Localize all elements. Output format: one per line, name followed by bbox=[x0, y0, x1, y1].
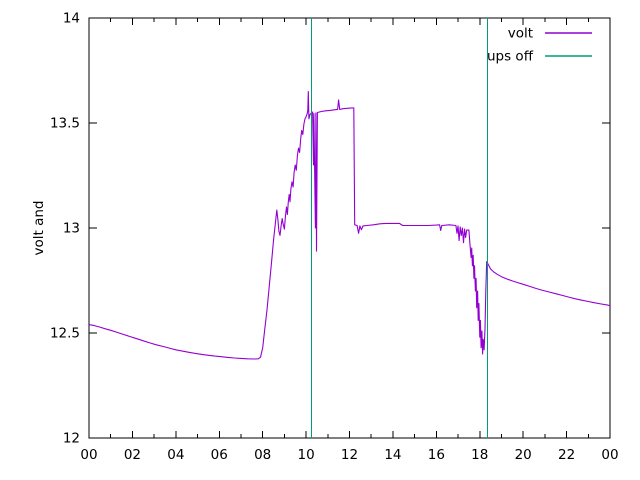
x-tick-label: 12 bbox=[341, 447, 358, 463]
legend-volt-label: volt bbox=[508, 26, 533, 42]
x-tick-label: 16 bbox=[428, 447, 445, 463]
y-tick-label: 14 bbox=[63, 11, 80, 27]
x-tick-label: 20 bbox=[515, 447, 532, 463]
x-tick-label: 00 bbox=[80, 447, 97, 463]
plot-border bbox=[88, 17, 611, 439]
legend-ups-off-label: ups off bbox=[487, 49, 534, 65]
x-tick-label: 08 bbox=[254, 447, 271, 463]
y-tick-label: 12.5 bbox=[50, 326, 80, 342]
x-tick-label: 00 bbox=[601, 447, 618, 463]
x-tick-label: 06 bbox=[211, 447, 228, 463]
y-tick-label: 13.5 bbox=[50, 116, 80, 132]
x-tick-label: 22 bbox=[558, 447, 575, 463]
y-axis-title: volt and bbox=[31, 201, 47, 256]
x-tick-label: 02 bbox=[124, 447, 141, 463]
x-tick-label: 04 bbox=[167, 447, 184, 463]
x-tick-label: 14 bbox=[384, 447, 401, 463]
series-volt-line bbox=[88, 90, 611, 360]
x-tick-label: 10 bbox=[297, 447, 314, 463]
x-tick-label: 18 bbox=[471, 447, 488, 463]
y-tick-label: 13 bbox=[63, 221, 80, 237]
y-tick-label: 12 bbox=[63, 431, 80, 447]
